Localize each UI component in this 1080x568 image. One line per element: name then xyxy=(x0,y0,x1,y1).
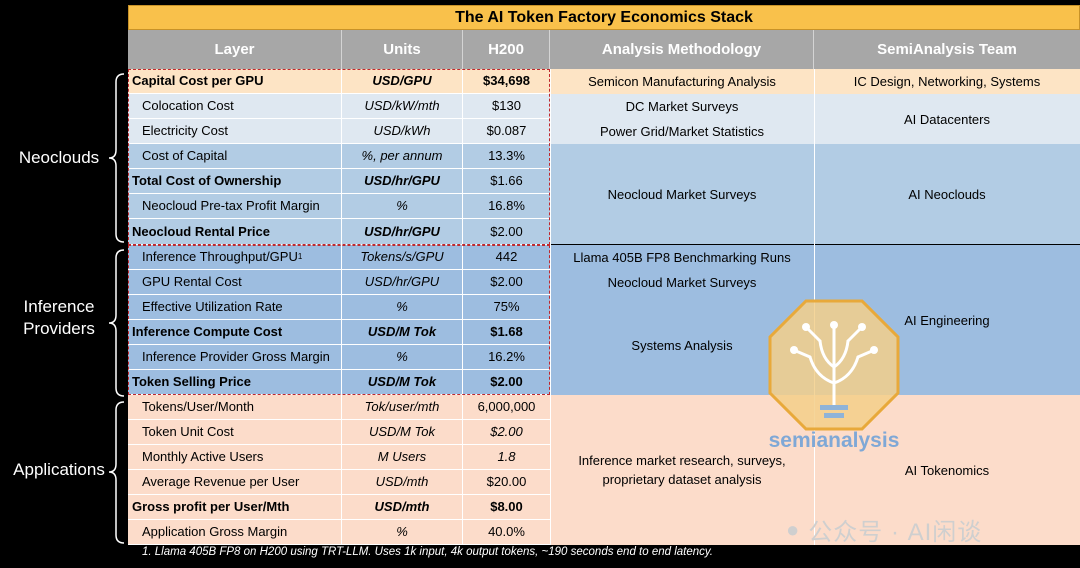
layer-cell: Capital Cost per GPU xyxy=(128,69,342,94)
h200-value-cell: $2.00 xyxy=(463,370,550,395)
units-cell: USD/hr/GPU xyxy=(342,270,463,295)
h200-value-cell: $130 xyxy=(463,94,550,119)
units-cell: USD/mth xyxy=(342,495,463,520)
wechat-icon: ● xyxy=(786,516,801,542)
methodology-cell: Neocloud Market Surveys xyxy=(550,270,814,295)
brace-applications xyxy=(108,401,125,544)
h200-value-cell: 40.0% xyxy=(463,520,550,545)
h200-value-cell: $1.68 xyxy=(463,320,550,345)
brace-neoclouds xyxy=(108,73,125,243)
units-cell: USD/kW/mth xyxy=(342,94,463,119)
header-units: Units xyxy=(342,30,463,69)
layer-cell: Inference Compute Cost xyxy=(128,320,342,345)
h200-value-cell: 13.3% xyxy=(463,144,550,169)
team-cell: AI Datacenters xyxy=(814,94,1080,144)
logo-text: semianalysis xyxy=(769,429,900,452)
units-cell: %, per annum xyxy=(342,144,463,169)
layer-cell: Gross profit per User/Mth xyxy=(128,495,342,520)
table-title: The AI Token Factory Economics Stack xyxy=(128,5,1080,30)
methodology-cell: Inference market research, surveys, prop… xyxy=(550,395,814,545)
units-cell: USD/M Tok xyxy=(342,420,463,445)
layer-cell: Cost of Capital xyxy=(128,144,342,169)
h200-value-cell: $8.00 xyxy=(463,495,550,520)
units-cell: M Users xyxy=(342,445,463,470)
team-cell: IC Design, Networking, Systems xyxy=(814,69,1080,94)
layer-cell: GPU Rental Cost xyxy=(128,270,342,295)
methodology-cell: Neocloud Market Surveys xyxy=(550,144,814,244)
h200-value-cell: 16.2% xyxy=(463,345,550,370)
layer-cell: Neocloud Pre-tax Profit Margin xyxy=(128,194,342,219)
units-cell: USD/hr/GPU xyxy=(342,169,463,194)
units-cell: % xyxy=(342,345,463,370)
layer-cell: Tokens/User/Month xyxy=(128,395,342,420)
layer-cell: Effective Utilization Rate xyxy=(128,295,342,320)
units-cell: Tok/user/mth xyxy=(342,395,463,420)
layer-cell: Inference Provider Gross Margin xyxy=(128,345,342,370)
layer-cell: Inference Throughput/GPU 1 xyxy=(128,245,342,270)
methodology-cell: Semicon Manufacturing Analysis xyxy=(550,69,814,94)
header-h200: H200 xyxy=(463,30,550,69)
h200-value-cell: 442 xyxy=(463,245,550,270)
h200-value-cell: $34,698 xyxy=(463,69,550,94)
h200-value-cell: 1.8 xyxy=(463,445,550,470)
layer-cell: Monthly Active Users xyxy=(128,445,342,470)
layer-cell: Token Unit Cost xyxy=(128,420,342,445)
units-cell: USD/hr/GPU xyxy=(342,219,463,245)
economics-stack-table: The AI Token Factory Economics Stack Lay… xyxy=(128,5,1080,545)
layer-cell: Application Gross Margin xyxy=(128,520,342,545)
units-cell: % xyxy=(342,520,463,545)
semianalysis-logo: semianalysis xyxy=(766,297,902,457)
wechat-watermark: ● 公众号 · AI闲谈 xyxy=(786,516,983,547)
h200-value-cell: $2.00 xyxy=(463,420,550,445)
layer-cell: Average Revenue per User xyxy=(128,470,342,495)
group-label-applications: Applications xyxy=(13,460,105,479)
footnote-marker: 1 xyxy=(297,252,303,261)
units-cell: % xyxy=(342,295,463,320)
group-label-inference: Inference Providers xyxy=(23,297,95,338)
h200-value-cell: $2.00 xyxy=(463,270,550,295)
h200-value-cell: 16.8% xyxy=(463,194,550,219)
h200-value-cell: $20.00 xyxy=(463,470,550,495)
units-cell: Tokens/s/GPU xyxy=(342,245,463,270)
team-cell: AI Neoclouds xyxy=(814,144,1080,244)
units-cell: USD/kWh xyxy=(342,119,463,144)
layer-cell: Neocloud Rental Price xyxy=(128,219,342,245)
methodology-cell: Llama 405B FP8 Benchmarking Runs xyxy=(550,245,814,270)
units-cell: USD/GPU xyxy=(342,69,463,94)
h200-value-cell: 6,000,000 xyxy=(463,395,550,420)
group-label-neoclouds: Neoclouds xyxy=(18,148,100,167)
methodology-cell: DC Market Surveys xyxy=(550,94,814,119)
units-cell: USD/M Tok xyxy=(342,370,463,395)
column-divider xyxy=(550,69,551,545)
brace-inference xyxy=(108,249,125,397)
header-methodology: Analysis Methodology xyxy=(550,30,814,69)
layer-cell: Total Cost of Ownership xyxy=(128,169,342,194)
h200-value-cell: $2.00 xyxy=(463,219,550,245)
h200-value-cell: $1.66 xyxy=(463,169,550,194)
header-team: SemiAnalysis Team xyxy=(814,30,1080,69)
h200-value-cell: $0.087 xyxy=(463,119,550,144)
layer-cell: Colocation Cost xyxy=(128,94,342,119)
units-cell: USD/M Tok xyxy=(342,320,463,345)
layer-cell: Electricity Cost xyxy=(128,119,342,144)
footnote: 1. Llama 405B FP8 on H200 using TRT-LLM.… xyxy=(142,546,713,558)
layer-cell: Token Selling Price xyxy=(128,370,342,395)
methodology-cell: Power Grid/Market Statistics xyxy=(550,119,814,144)
units-cell: % xyxy=(342,194,463,219)
h200-value-cell: 75% xyxy=(463,295,550,320)
units-cell: USD/mth xyxy=(342,470,463,495)
header-layer: Layer xyxy=(128,30,342,69)
chip-tree-icon: semianalysis xyxy=(768,299,900,452)
